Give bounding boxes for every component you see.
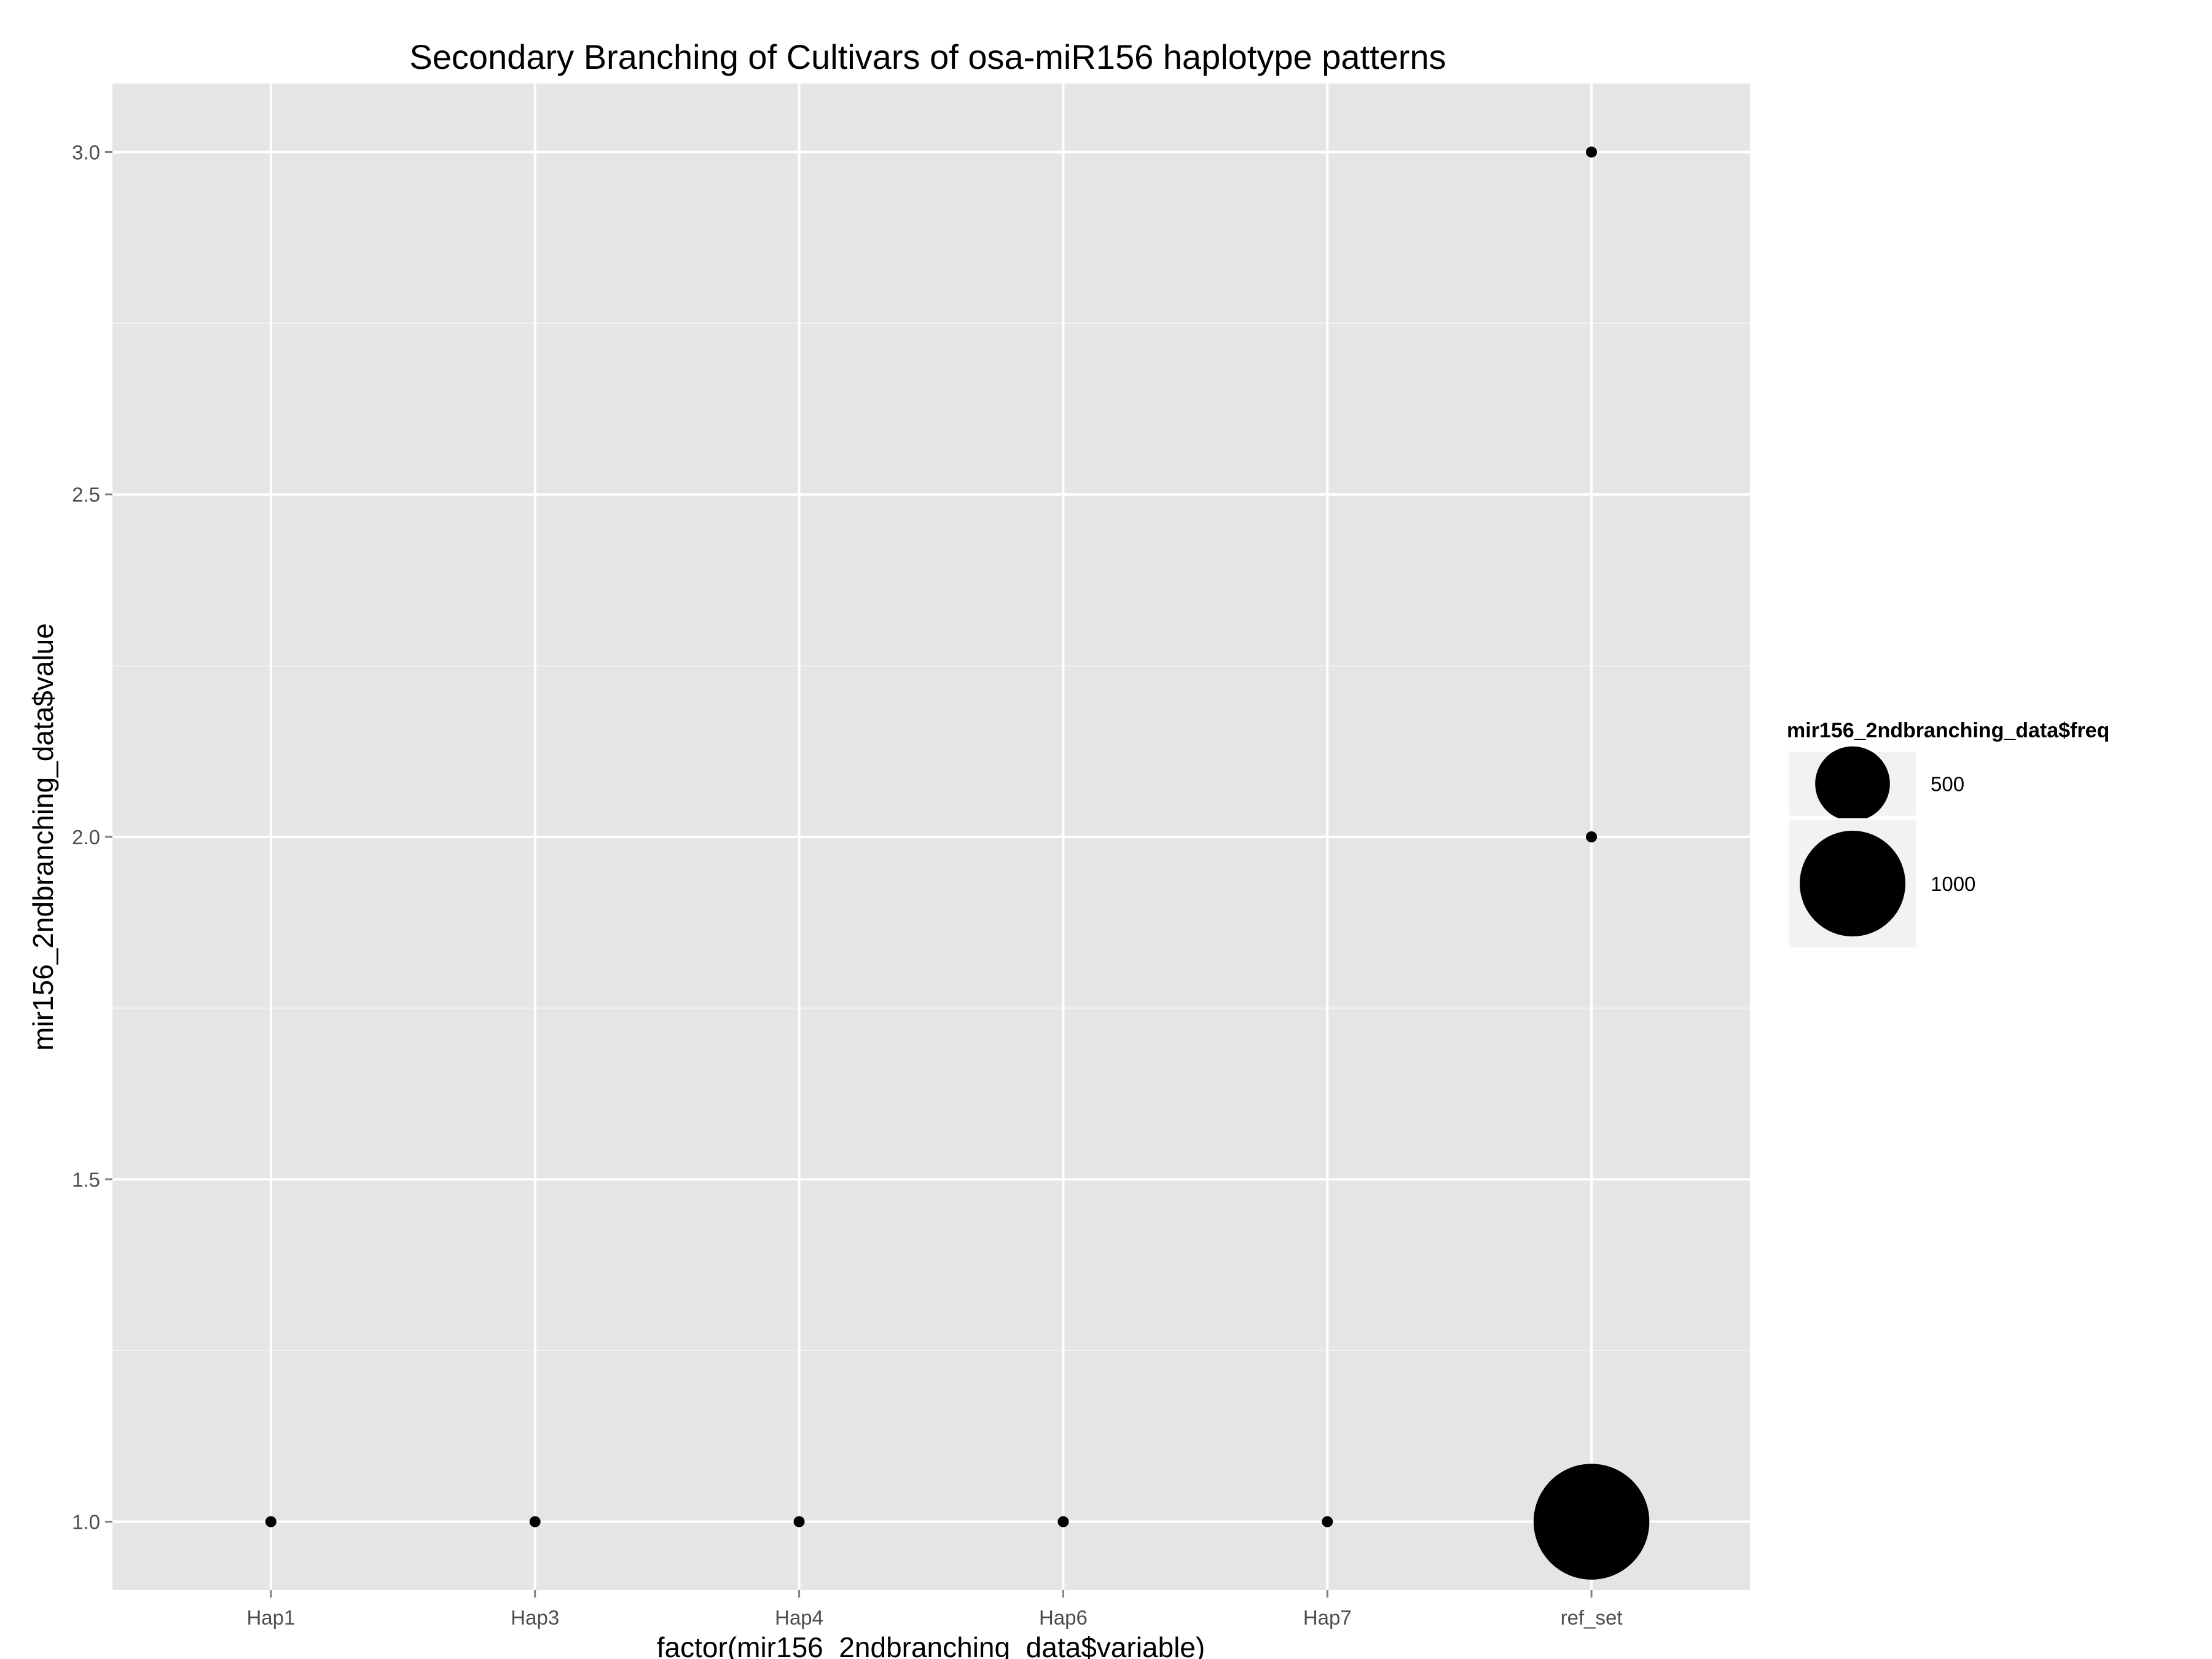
y-tick-label: 1.0 [72,1511,100,1534]
chart-title: Secondary Branching of Cultivars of osa-… [409,37,1446,76]
legend: mir156_2ndbranching_data$freq 500 1000 [1787,719,2109,949]
y-tick-label: 1.5 [72,1168,100,1191]
x-axis: Hap1 Hap3 Hap4 Hap6 Hap7 ref_set [246,1590,1623,1629]
x-tick-label: Hap7 [1303,1606,1352,1629]
data-point [793,1516,805,1528]
y-tick-label: 2.5 [72,484,100,506]
x-axis-title: factor(mir156_2ndbranching_data$variable… [657,1631,1205,1659]
x-tick-label: ref_set [1561,1606,1623,1629]
data-point [1586,831,1598,842]
x-tick-label: Hap1 [246,1606,295,1629]
data-point [265,1516,276,1528]
legend-key-circle [1815,746,1890,822]
data-point [1057,1516,1069,1528]
legend-keys: 500 1000 [1787,746,1975,949]
legend-title: mir156_2ndbranching_data$freq [1787,719,2109,742]
x-tick-label: Hap6 [1039,1606,1088,1629]
data-point [1322,1516,1333,1528]
y-tick-label: 2.0 [72,826,100,849]
data-points [265,146,1650,1580]
x-tick-label: Hap3 [511,1606,559,1629]
y-axis: 1.0 1.5 2.0 2.5 3.0 [72,141,112,1534]
data-point [529,1516,541,1528]
y-tick-label: 3.0 [72,141,100,163]
data-point [1586,146,1598,158]
data-point [1533,1464,1650,1580]
legend-key-circle [1800,831,1905,936]
legend-entry-label: 1000 [1931,873,1975,895]
legend-entry-label: 500 [1931,773,1964,796]
x-tick-label: Hap4 [775,1606,823,1629]
y-axis-title: mir156_2ndbranching_data$value [27,623,59,1051]
